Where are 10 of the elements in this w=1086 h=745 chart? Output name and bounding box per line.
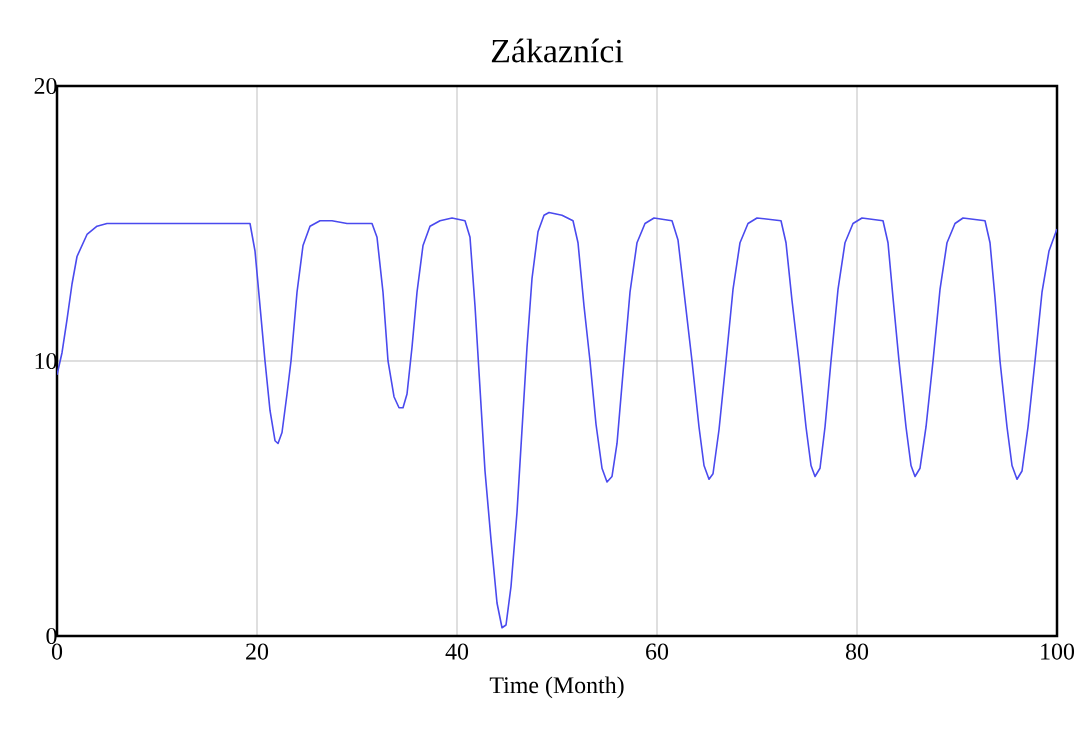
x-tick-label: 80	[845, 643, 869, 660]
x-tick-label: 60	[646, 643, 669, 660]
x-axis-title: Time (Month)	[489, 676, 624, 699]
x-tick-label: 40	[445, 643, 469, 660]
y-tick-label: 10	[35, 352, 57, 370]
chart-title: Zákazníci	[491, 38, 624, 63]
y-tick-label: 0	[46, 627, 57, 645]
x-tick-label: 20	[246, 643, 269, 660]
y-tick-label: 20	[34, 77, 57, 95]
x-tick-label: 100	[1041, 643, 1075, 660]
